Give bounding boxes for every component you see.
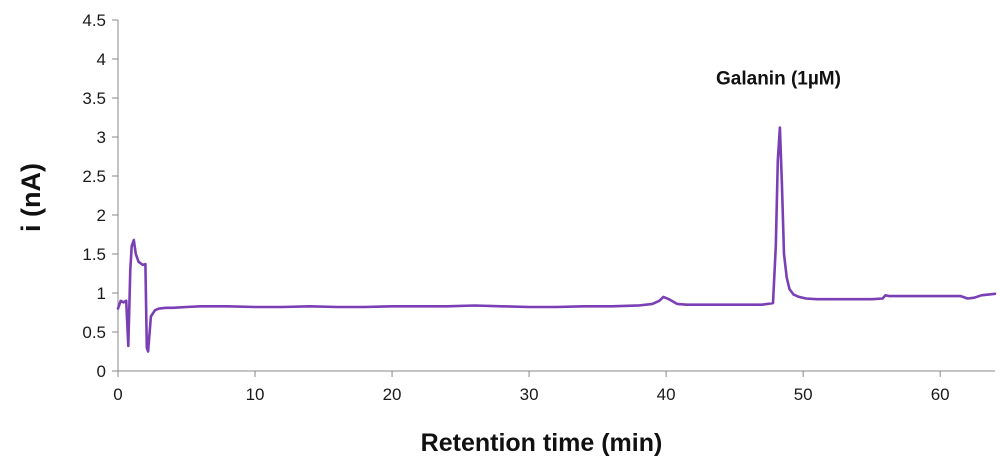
y-tick-label: 3 <box>97 128 106 147</box>
x-tick-label: 10 <box>246 385 265 404</box>
series-line <box>116 126 997 353</box>
y-tick-label: 0 <box>97 362 106 381</box>
y-tick-label: 2.5 <box>82 167 106 186</box>
x-axis-title: Retention time (min) <box>421 429 663 457</box>
y-tick-label: 1.5 <box>82 245 106 264</box>
peak-annotation: Galanin (1µM) <box>716 69 841 90</box>
x-tick-label: 0 <box>113 385 122 404</box>
x-tick-label: 30 <box>520 385 539 404</box>
y-tick-label: 0.5 <box>82 323 106 342</box>
x-tick-label: 40 <box>657 385 676 404</box>
y-tick-label: 3.5 <box>82 89 106 108</box>
y-tick-label: 1 <box>97 284 106 303</box>
y-tick-label: 4 <box>97 50 106 69</box>
y-tick-label: 2 <box>97 206 106 225</box>
x-tick-label: 20 <box>383 385 402 404</box>
y-axis-ticks: 0 0.5 1 1.5 2 2.5 3 3.5 4 4.5 <box>82 11 118 381</box>
y-tick-label: 4.5 <box>82 11 106 30</box>
x-axis-ticks: 0 10 20 30 40 50 60 <box>113 371 950 404</box>
x-tick-label: 50 <box>794 385 813 404</box>
y-axis-title: i (nA) <box>16 163 46 232</box>
x-tick-label: 60 <box>931 385 950 404</box>
